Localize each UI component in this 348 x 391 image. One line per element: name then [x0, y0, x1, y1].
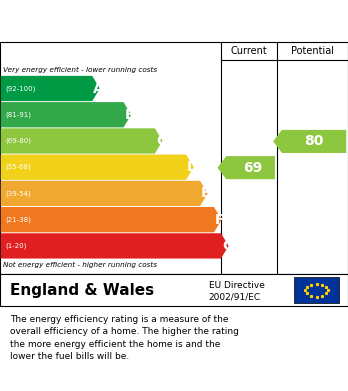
Text: E: E	[201, 187, 211, 201]
Polygon shape	[273, 130, 346, 153]
Text: B: B	[125, 108, 135, 122]
Text: 80: 80	[304, 135, 324, 149]
Text: Very energy efficient - lower running costs: Very energy efficient - lower running co…	[3, 67, 158, 73]
Text: Energy Efficiency Rating: Energy Efficiency Rating	[14, 14, 224, 29]
Bar	[294, 277, 339, 303]
Text: C: C	[156, 134, 166, 148]
Polygon shape	[1, 154, 194, 180]
Polygon shape	[218, 156, 275, 179]
Text: The energy efficiency rating is a measure of the
overall efficiency of a home. T: The energy efficiency rating is a measur…	[10, 315, 239, 361]
Text: F: F	[215, 213, 224, 227]
Text: G: G	[222, 239, 234, 253]
Text: A: A	[93, 81, 104, 95]
Text: EU Directive: EU Directive	[209, 281, 265, 290]
Polygon shape	[1, 76, 100, 101]
Text: 2002/91/EC: 2002/91/EC	[209, 292, 261, 301]
Text: (1-20): (1-20)	[5, 243, 26, 249]
Text: (69-80): (69-80)	[5, 138, 31, 144]
Text: (39-54): (39-54)	[5, 190, 31, 197]
Text: Not energy efficient - higher running costs: Not energy efficient - higher running co…	[3, 262, 158, 268]
Polygon shape	[1, 207, 222, 232]
Text: (92-100): (92-100)	[5, 85, 35, 92]
Text: (21-38): (21-38)	[5, 217, 31, 223]
Polygon shape	[1, 181, 208, 206]
Text: Potential: Potential	[291, 46, 334, 56]
Text: England & Wales: England & Wales	[10, 283, 155, 298]
Text: (55-68): (55-68)	[5, 164, 31, 170]
Text: 69: 69	[243, 161, 262, 175]
Polygon shape	[1, 128, 163, 154]
Text: Current: Current	[230, 46, 267, 56]
Text: D: D	[187, 160, 199, 174]
Polygon shape	[1, 233, 229, 258]
Text: (81-91): (81-91)	[5, 111, 31, 118]
Polygon shape	[1, 102, 131, 127]
